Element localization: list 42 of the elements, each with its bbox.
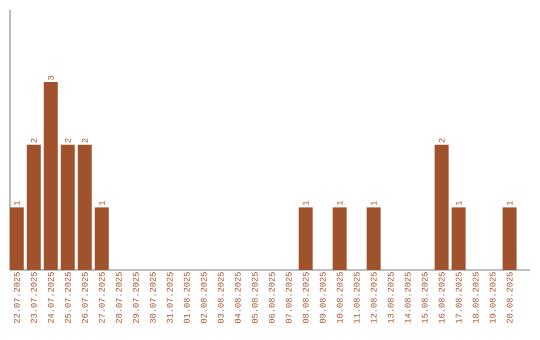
data-label: 1 xyxy=(336,200,343,206)
x-tick-label: 23.07.2025 xyxy=(30,272,37,324)
x-tick-label: 26.07.2025 xyxy=(82,272,88,324)
x-tick-label: 20.08.2025 xyxy=(506,272,513,324)
data-label: 1 xyxy=(14,200,20,206)
data-label: 1 xyxy=(98,200,105,206)
x-tick-label: 12.08.2025 xyxy=(370,272,377,323)
x-tick-label: 30.07.2025 xyxy=(150,272,156,324)
data-label: 2 xyxy=(64,138,71,142)
data-label: 1 xyxy=(370,200,377,206)
x-tick-label: 04.08.2025 xyxy=(234,272,241,324)
data-label: 2 xyxy=(82,138,88,142)
x-tick-label: 29.07.2025 xyxy=(132,272,139,324)
x-tick-label: 17.08.2025 xyxy=(456,272,462,323)
x-tick-label: 25.07.2025 xyxy=(64,272,71,324)
data-label: 1 xyxy=(506,200,512,206)
x-tick-label: 24.07.2025 xyxy=(48,272,54,324)
x-tick-label: 10.08.2025 xyxy=(336,272,343,323)
x-tick-label: 31.07.2025 xyxy=(166,272,173,324)
x-tick-label: 28.07.2025 xyxy=(116,272,122,324)
x-tick-label: 02.08.2025 xyxy=(200,272,207,324)
x-tick-label: 19.08.2025 xyxy=(490,272,496,323)
data-label: 3 xyxy=(48,76,54,80)
x-tick-label: 11.08.2025 xyxy=(354,272,360,323)
data-label: 2 xyxy=(30,138,37,142)
x-tick-label: 13.08.2025 xyxy=(388,272,394,323)
x-tick-label: 22.07.2025 xyxy=(14,272,20,324)
data-label: 1 xyxy=(302,200,309,206)
x-tick-label: 15.08.2025 xyxy=(422,272,428,323)
x-tick-label: 08.08.2025 xyxy=(302,272,309,324)
x-tick-label: 07.08.2025 xyxy=(286,272,292,324)
x-tick-label: 06.08.2025 xyxy=(268,272,275,324)
data-label: 1 xyxy=(456,200,462,206)
x-tick-label: 14.08.2025 xyxy=(404,272,411,323)
x-tick-label: 27.07.2025 xyxy=(98,272,105,324)
x-tick-label: 18.08.2025 xyxy=(472,272,479,323)
x-tick-label: 09.08.2025 xyxy=(320,272,326,324)
x-tick-label: 03.08.2025 xyxy=(218,272,224,324)
x-tick-label: 16.08.2025 xyxy=(438,272,445,323)
x-tick-label: 05.08.2025 xyxy=(252,272,258,324)
data-label: 2 xyxy=(438,138,445,142)
x-tick-label: 01.08.2025 xyxy=(184,272,190,324)
